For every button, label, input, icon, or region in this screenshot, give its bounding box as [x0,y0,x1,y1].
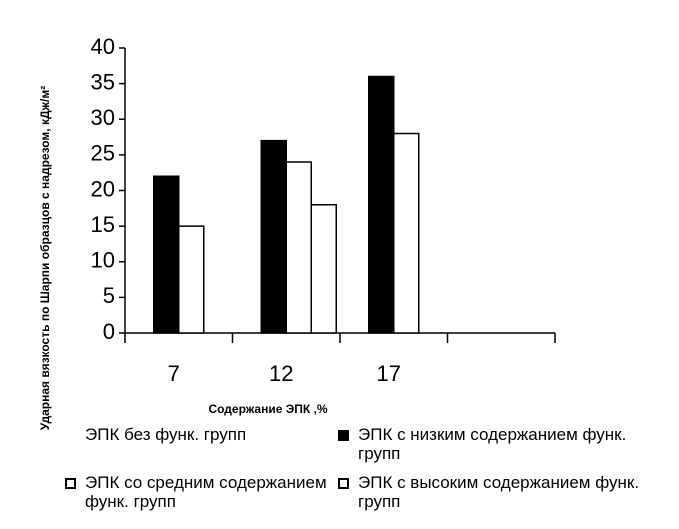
y-tick-label: 35 [91,69,115,94]
bar [178,225,205,334]
bar [285,161,312,334]
bar [393,132,420,334]
y-tick-label: 10 [91,248,115,273]
y-tick-label: 30 [91,105,115,130]
legend-label: ЭПК без функ. групп [85,425,247,444]
legend-label: ЭПК со средним содержанием функ. групп [85,473,327,511]
legend-marker [338,478,349,489]
y-tick-label: 5 [103,283,115,308]
legend-label: ЭПК с низким содержанием функ. групп [358,425,627,463]
legend-marker [65,478,76,489]
x-axis-label: Содержание ЭПК ,% [208,402,327,416]
x-tick-label: 12 [269,361,293,386]
bar [310,204,337,334]
y-tick-label: 15 [91,212,115,237]
legend-marker [338,430,349,441]
x-tick-label: 17 [377,361,401,386]
bar [260,139,287,334]
y-tick-label: 20 [91,176,115,201]
y-tick-label: 25 [91,141,115,166]
bar [368,75,395,334]
legend-label: ЭПК с высоким содержанием функ. групп [358,473,640,511]
x-tick-label: 7 [168,361,180,386]
bar [153,175,180,334]
y-tick-label: 0 [103,319,115,344]
y-tick-label: 40 [91,34,115,59]
y-axis-label: Ударная вязкость по Шарпи образцов с над… [38,86,52,430]
